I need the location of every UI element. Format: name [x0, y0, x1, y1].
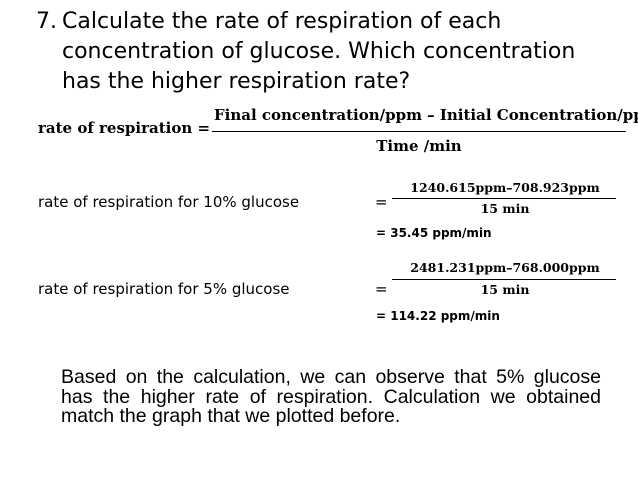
calc-10-fraction-bar	[392, 198, 616, 199]
calc-5-label: rate of respiration for 5% glucose	[38, 280, 290, 298]
calc-5-numerator: 2481.231ppm–768.000ppm	[410, 260, 600, 275]
formula-denominator: Time /min	[376, 137, 462, 155]
question-line-3: has the higher respiration rate?	[62, 69, 411, 94]
formula-fraction-bar	[212, 131, 626, 132]
calc-10-label: rate of respiration for 10% glucose	[38, 193, 300, 211]
calc-10-numerator: 1240.615ppm–708.923ppm	[410, 180, 600, 195]
calc-10-result: = 35.45 ppm/min	[376, 226, 492, 240]
calc-10-denominator: 15 min	[480, 201, 530, 216]
calc-5-result: = 114.22 ppm/min	[376, 309, 500, 323]
formula-numerator: Final concentration/ppm – Initial Concen…	[214, 106, 638, 124]
question-line-1: Calculate the rate of respiration of eac…	[62, 9, 502, 34]
calc-5-equals: =	[375, 280, 388, 298]
question-line-2: concentration of glucose. Which concentr…	[62, 39, 576, 64]
calc-5-denominator: 15 min	[480, 282, 530, 297]
formula-label: rate of respiration =	[38, 119, 211, 137]
calc-10-equals: =	[375, 193, 388, 211]
conclusion-paragraph: Based on the calculation, we can observe…	[61, 366, 601, 427]
calc-5-fraction-bar	[392, 279, 616, 280]
question-number: 7.	[36, 9, 57, 34]
